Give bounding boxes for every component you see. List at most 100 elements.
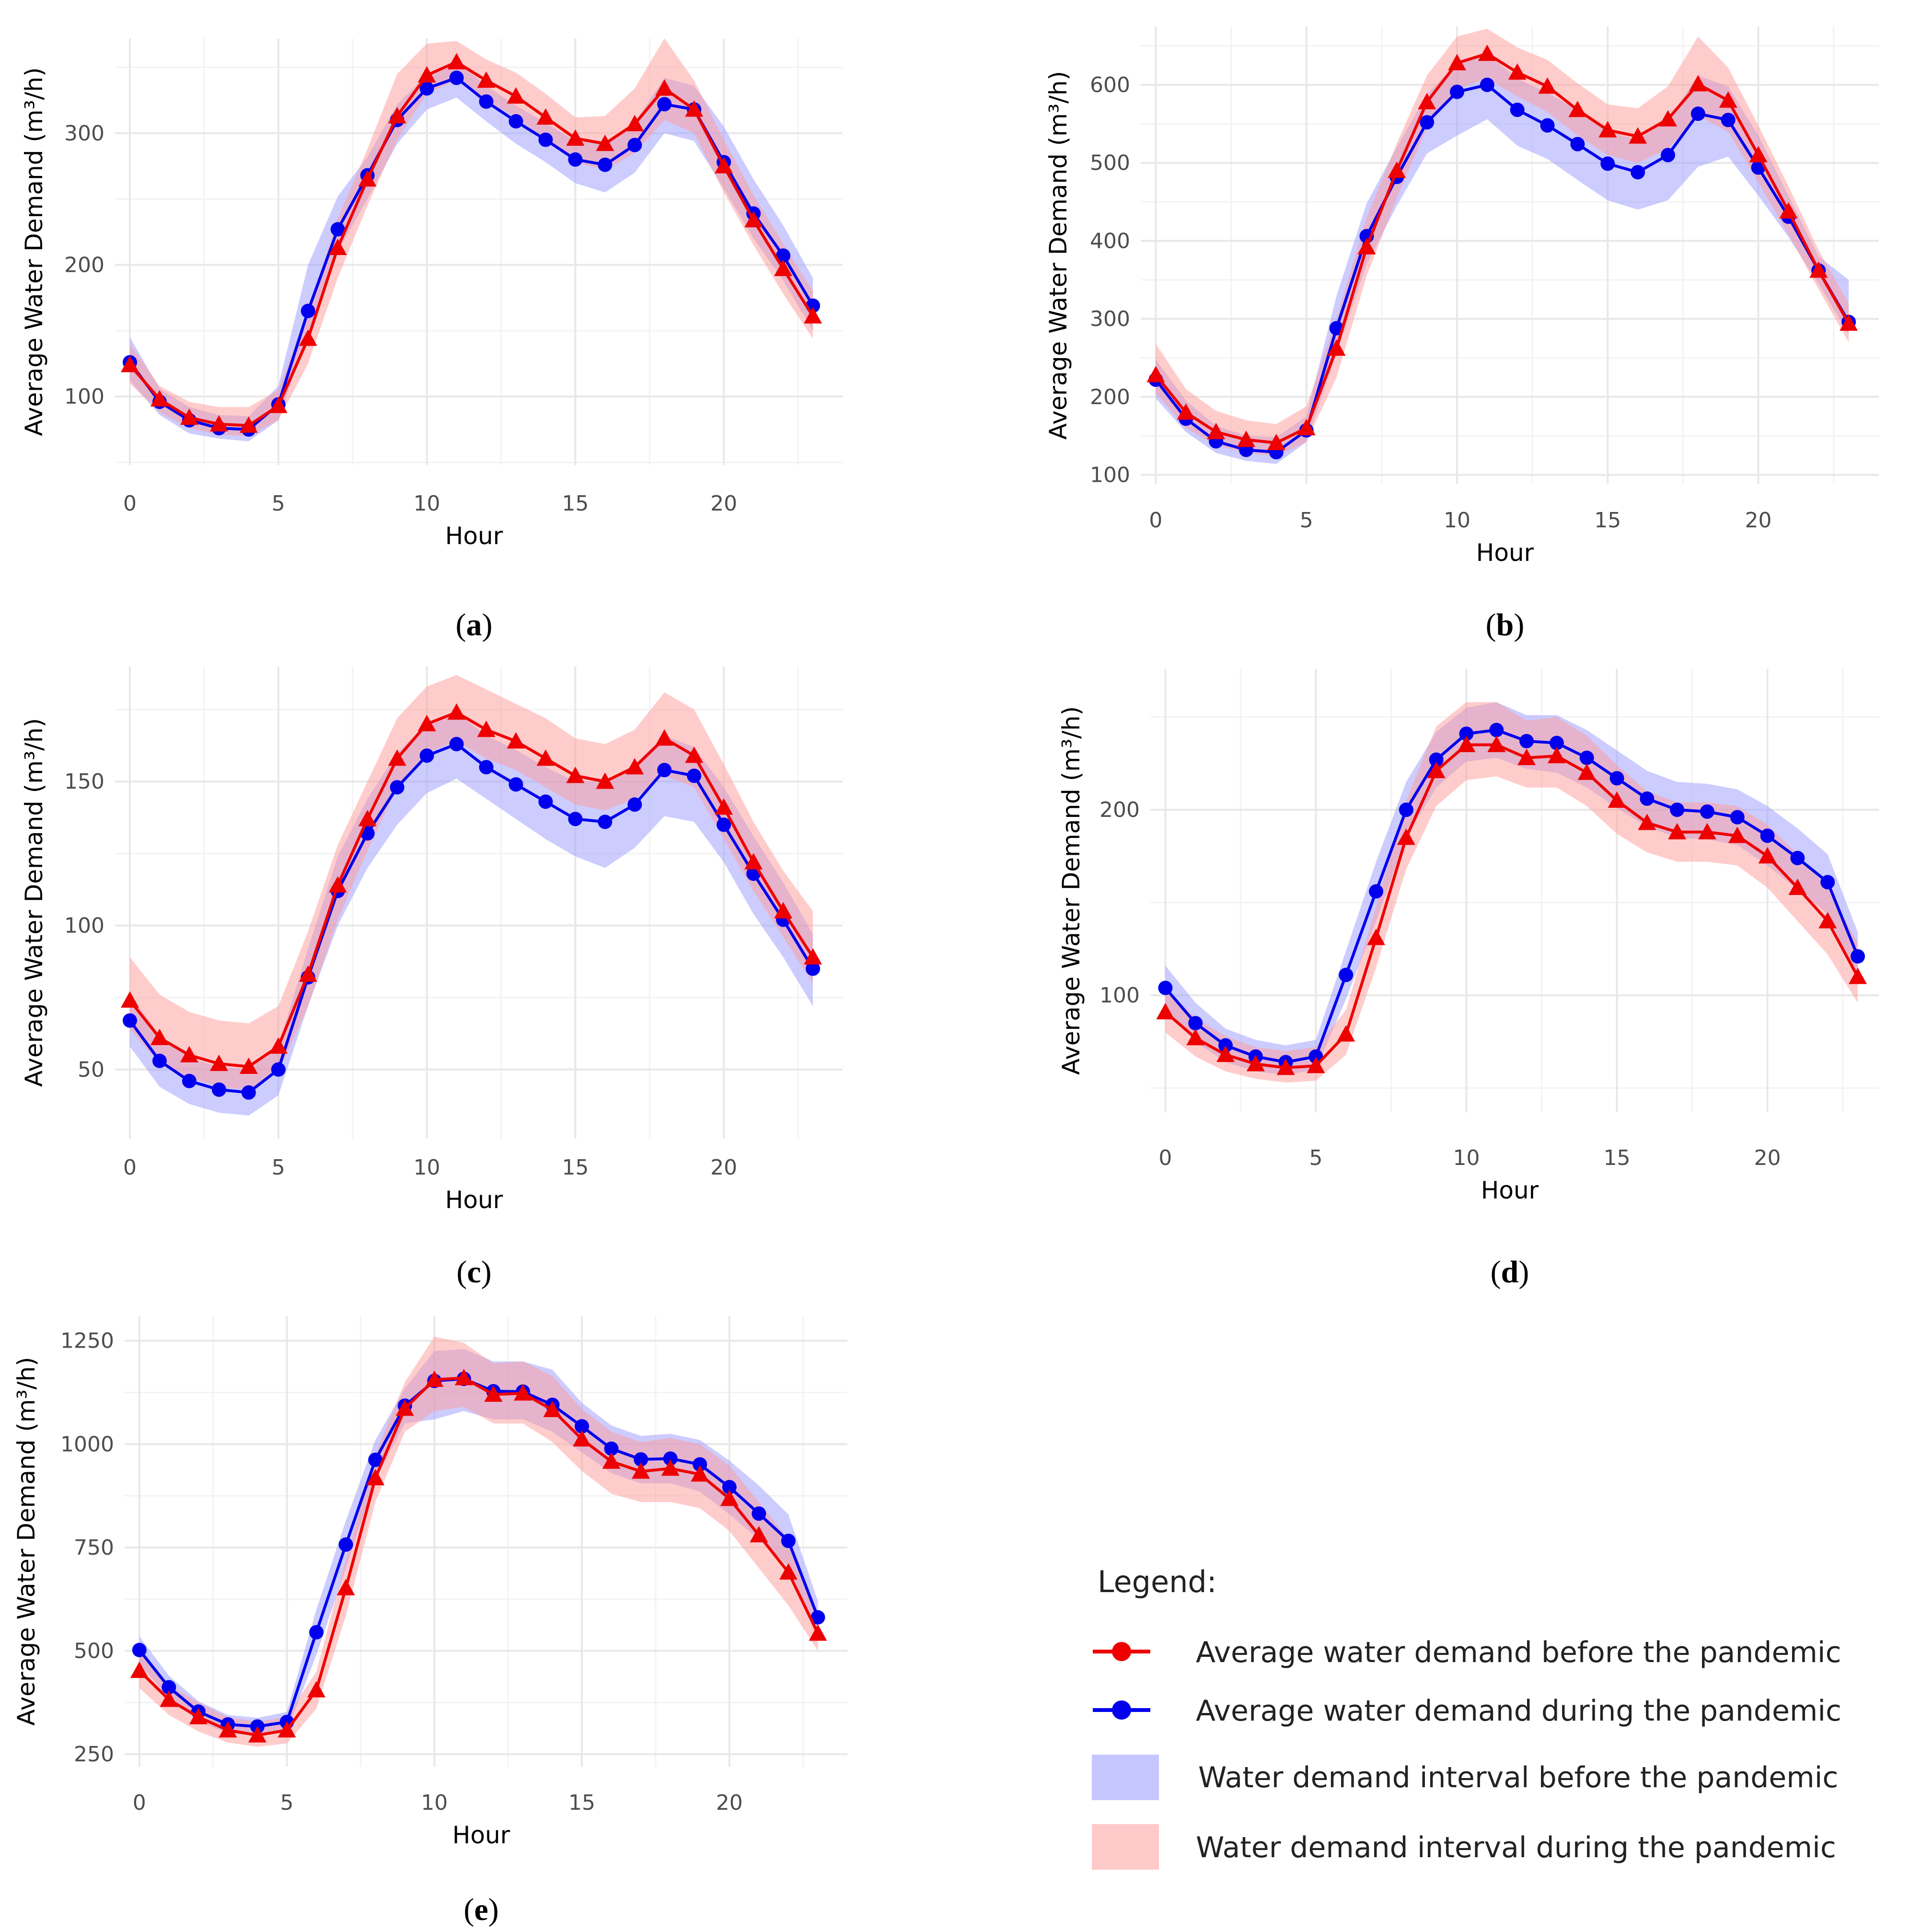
- data-point-before: [804, 307, 822, 324]
- data-point-during: [1480, 78, 1494, 93]
- y-tick-label: 600: [1090, 73, 1130, 97]
- data-point-during: [1519, 733, 1534, 748]
- data-point-before: [655, 79, 674, 96]
- data-point-during: [1851, 949, 1865, 964]
- x-tick-label: 5: [280, 1791, 294, 1815]
- legend-during-band-label: Water demand interval during the pandemi…: [1196, 1831, 1836, 1864]
- data-point-before: [691, 1465, 709, 1482]
- data-point-during: [810, 1610, 825, 1625]
- data-point-before: [120, 991, 139, 1008]
- data-point-before: [1418, 93, 1436, 110]
- data-point-before: [209, 415, 228, 432]
- data-point-before: [1698, 823, 1716, 839]
- data-point-before: [1547, 746, 1566, 764]
- x-tick-label: 0: [1149, 508, 1162, 533]
- x-tick-label: 15: [1604, 1146, 1631, 1170]
- data-point-before: [661, 1459, 680, 1476]
- data-point-before: [484, 1385, 503, 1402]
- data-point-before: [1367, 929, 1386, 945]
- data-point-during: [1549, 735, 1564, 750]
- x-axis-label: Hour: [1481, 1176, 1539, 1204]
- data-point-during: [598, 815, 613, 829]
- y-tick-label: 200: [1099, 798, 1140, 822]
- data-point-before: [417, 66, 436, 83]
- data-point-before: [1689, 75, 1707, 92]
- x-tick-label: 0: [1158, 1146, 1172, 1170]
- legend-during-line-label: Average water demand during the pandemic: [1196, 1694, 1841, 1728]
- legend-item-during-line: Average water demand during the pandemic: [1093, 1694, 1841, 1728]
- data-point-before: [150, 1028, 169, 1045]
- data-point-before: [1186, 1029, 1205, 1046]
- x-tick-label: 20: [710, 491, 737, 516]
- data-point-before: [543, 1400, 562, 1417]
- data-point-during: [657, 763, 672, 778]
- y-tick-label: 500: [74, 1639, 114, 1664]
- data-point-during: [806, 961, 821, 976]
- data-point-before: [1779, 202, 1798, 219]
- data-point-before: [1478, 44, 1496, 61]
- panel-caption: (a): [456, 607, 493, 642]
- data-point-during: [211, 1082, 226, 1097]
- data-point-before: [160, 1690, 178, 1707]
- data-point-before: [1849, 967, 1867, 984]
- data-point-during: [419, 81, 434, 96]
- data-point-before: [1728, 826, 1747, 843]
- legend-item-before-line: Average water demand before the pandemic: [1093, 1636, 1841, 1669]
- legend-title: Legend:: [1098, 1564, 1217, 1599]
- x-tick-label: 5: [272, 491, 285, 516]
- data-point-before: [1237, 431, 1255, 447]
- y-tick-label: 50: [78, 1058, 104, 1082]
- series-line-before: [1164, 743, 1859, 1070]
- data-point-before: [596, 134, 614, 151]
- y-tick-label: 1250: [60, 1329, 114, 1353]
- x-axis-label: Hour: [452, 1821, 510, 1849]
- data-point-before: [477, 721, 496, 737]
- data-point-before: [779, 1563, 798, 1580]
- data-point-before: [655, 729, 674, 746]
- y-tick-label: 300: [1090, 307, 1130, 331]
- x-tick-label: 20: [710, 1155, 737, 1180]
- band-interval-during: [139, 1337, 818, 1747]
- x-tick-label: 20: [716, 1791, 743, 1815]
- data-point-during: [568, 152, 583, 167]
- data-point-during: [663, 1451, 678, 1466]
- data-point-during: [1670, 803, 1685, 817]
- x-tick-label: 5: [1309, 1146, 1322, 1170]
- series-line-before: [138, 1376, 820, 1737]
- panel-caption: (d): [1491, 1255, 1529, 1290]
- data-point-before: [366, 1469, 385, 1486]
- panel-caption: (e): [463, 1892, 498, 1927]
- data-point-during: [1510, 103, 1525, 117]
- data-point-before: [209, 1054, 228, 1071]
- data-point-before: [1207, 422, 1226, 440]
- x-axis-label: Hour: [445, 522, 503, 550]
- chart-panel-a: 0 5 10 15 20 100 200 300 Hour Average Water Deman…: [20, 38, 843, 642]
- y-tick-label: 400: [1090, 229, 1130, 253]
- x-tick-label: 10: [421, 1791, 448, 1815]
- y-axis-label: Average Water Demand (m³/h): [20, 718, 48, 1087]
- data-point-before: [269, 396, 288, 413]
- data-point-before: [120, 356, 139, 372]
- data-point-during: [598, 157, 613, 172]
- data-point-before: [239, 1057, 258, 1074]
- data-point-during: [1158, 980, 1173, 995]
- data-point-before: [774, 259, 793, 276]
- data-point-during: [241, 1085, 256, 1100]
- x-axis-label: Hour: [1476, 539, 1534, 567]
- data-point-during: [122, 1013, 137, 1028]
- data-point-before: [248, 1726, 266, 1743]
- data-point-before: [1297, 419, 1316, 436]
- data-point-before: [1457, 735, 1476, 752]
- x-tick-label: 15: [562, 491, 589, 516]
- data-point-during: [1790, 850, 1805, 865]
- y-axis-label: Average Water Demand (m³/h): [1057, 706, 1085, 1075]
- data-point-during: [776, 248, 791, 263]
- data-point-before: [750, 1526, 768, 1543]
- data-point-before: [1668, 823, 1687, 839]
- data-point-before: [189, 1708, 208, 1724]
- legend-before-line-label: Average water demand before the pandemic: [1196, 1636, 1841, 1669]
- x-tick-label: 5: [272, 1155, 285, 1180]
- data-point-during: [1690, 106, 1705, 121]
- data-point-before: [1659, 110, 1677, 127]
